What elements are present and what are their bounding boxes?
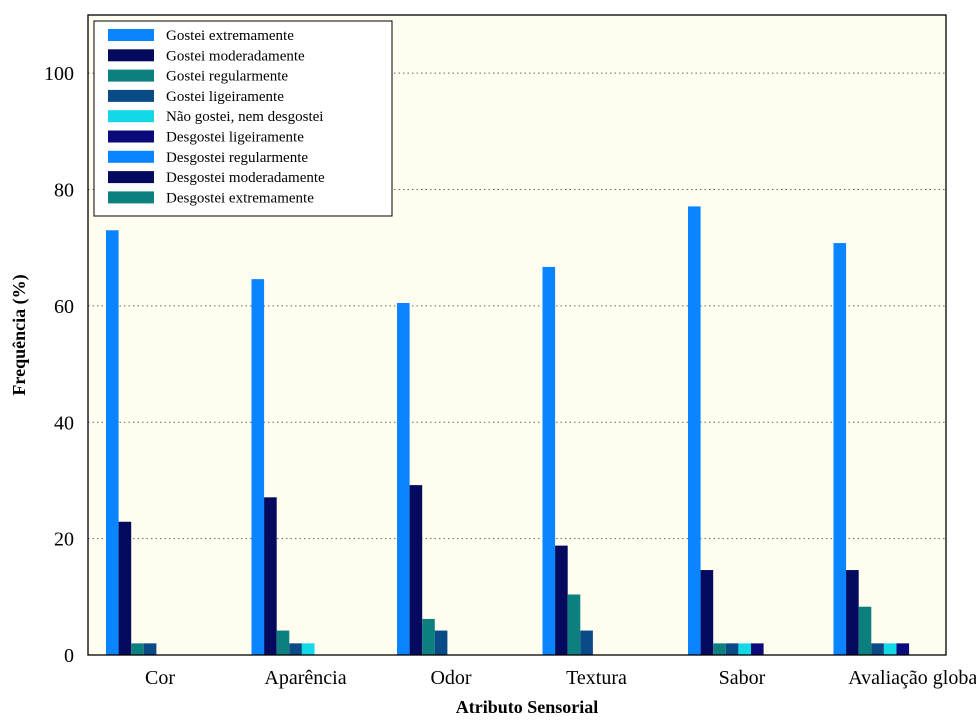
bar xyxy=(422,618,435,655)
bar xyxy=(118,521,132,655)
x-axis: Cor Aparência Odor Textura Sabor Avaliação gl… xyxy=(145,667,976,689)
bar xyxy=(251,279,265,655)
x-tick-label: Cor xyxy=(145,667,175,689)
bar xyxy=(896,643,910,655)
x-tick-label: Avaliação global xyxy=(848,667,976,689)
x-axis-label: Atributo Sensorial xyxy=(456,697,599,717)
legend-swatch xyxy=(108,110,154,123)
bar xyxy=(580,630,593,655)
y-tick-label: 100 xyxy=(44,63,74,85)
y-tick-label: 40 xyxy=(54,412,74,434)
bar xyxy=(751,643,764,655)
bar xyxy=(688,206,701,655)
gridlines xyxy=(88,72,946,540)
bar xyxy=(276,630,290,655)
x-tick-label: Textura xyxy=(566,667,627,689)
legend-swatch xyxy=(108,29,154,41)
legend-swatch xyxy=(108,150,154,163)
bar xyxy=(143,643,157,655)
bar xyxy=(738,643,751,655)
legend-swatch xyxy=(108,130,154,143)
x-tick-label: Sabor xyxy=(719,667,766,689)
bar xyxy=(131,643,144,655)
bar xyxy=(567,594,581,655)
legend-label: Não gostei, nem desgostei xyxy=(166,109,323,125)
x-tick-label: Aparência xyxy=(264,667,346,689)
bar xyxy=(555,545,568,655)
legend-label: Gostei regularmente xyxy=(166,69,288,85)
y-tick-label: 60 xyxy=(54,296,74,318)
bar xyxy=(871,643,884,655)
bar xyxy=(289,643,302,655)
legend-label: Gostei moderadamente xyxy=(166,48,305,64)
bar xyxy=(434,630,448,655)
bar xyxy=(883,643,897,655)
legend-swatch xyxy=(108,69,154,82)
plot-frame xyxy=(87,14,947,656)
legend: Gostei extremamente Gostei moderadamente G… xyxy=(93,20,393,217)
bar xyxy=(301,643,315,655)
bar xyxy=(264,497,277,655)
legend-swatch xyxy=(108,171,154,184)
legend-label: Desgostei regularmente xyxy=(166,150,308,166)
legend-label: Desgostei ligeiramente xyxy=(166,130,304,146)
y-tick-label: 80 xyxy=(54,180,74,202)
y-tick-label: 20 xyxy=(54,529,74,551)
bar xyxy=(713,643,726,655)
bar xyxy=(846,570,859,655)
bar xyxy=(858,606,872,655)
legend-label: Desgostei moderadamente xyxy=(166,170,325,186)
legend-label: Desgostei extremamente xyxy=(166,190,314,206)
bar xyxy=(409,485,423,655)
legend-swatch xyxy=(108,89,154,102)
legend-swatch xyxy=(108,191,154,204)
y-tick-label: 0 xyxy=(64,645,74,667)
legend-label: Gostei ligeiramente xyxy=(166,89,284,105)
bars-group xyxy=(106,206,910,656)
x-tick-label: Odor xyxy=(430,667,471,689)
y-axis-label: Frequência (%) xyxy=(9,274,30,395)
legend-swatch xyxy=(108,49,154,62)
bar xyxy=(542,266,556,655)
bar xyxy=(106,230,119,656)
bar xyxy=(833,243,847,655)
bar xyxy=(700,570,714,655)
bar xyxy=(397,303,410,655)
legend-label: Gostei extremamente xyxy=(166,28,294,44)
bar xyxy=(725,643,739,655)
y-axis: 0 20 40 60 80 100 xyxy=(44,63,74,667)
